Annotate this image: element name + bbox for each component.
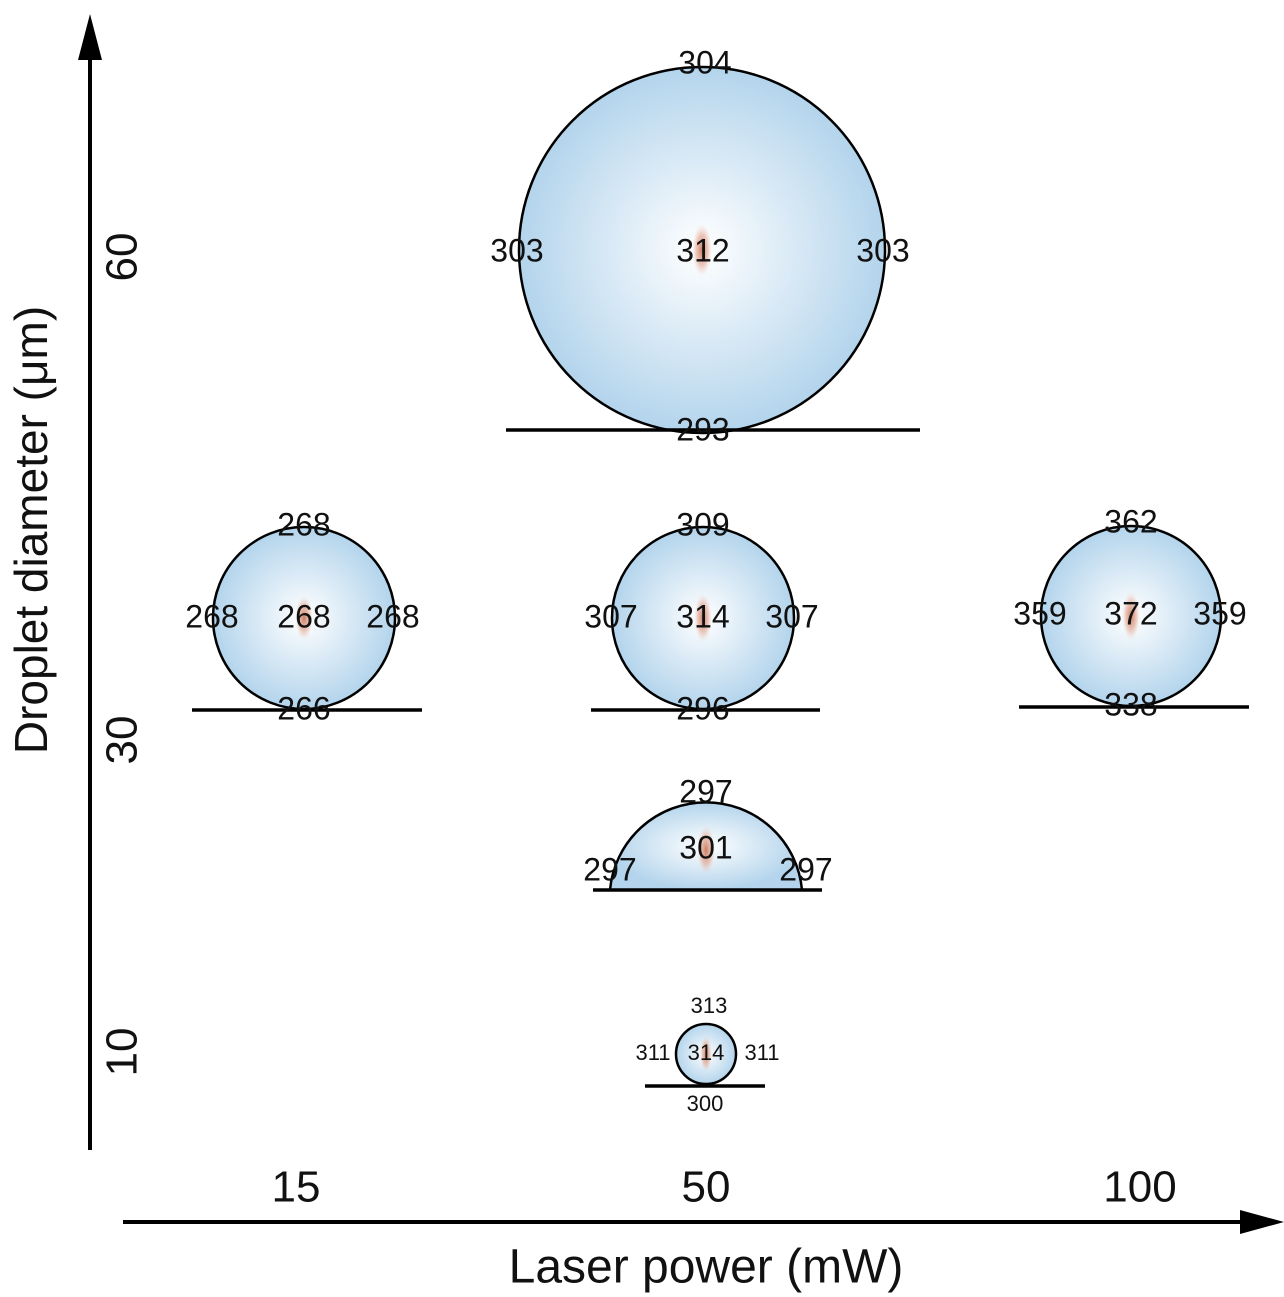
temperature-label: 303 — [856, 232, 909, 268]
temperature-label: 311 — [635, 1040, 670, 1065]
temperature-label: 304 — [678, 44, 731, 80]
temperature-label: 372 — [1104, 595, 1157, 631]
temperature-label: 297 — [679, 773, 732, 809]
hotspot — [697, 826, 715, 874]
temperature-label: 297 — [779, 851, 832, 887]
hotspot — [700, 1036, 712, 1072]
y-axis-label: Droplet diameter (μm) — [5, 306, 57, 754]
x-tick-label: 100 — [1103, 1163, 1176, 1212]
y-tick-label: 60 — [98, 233, 147, 282]
temperature-label: 268 — [277, 506, 330, 542]
temperature-label: 307 — [584, 598, 637, 634]
temperature-label: 296 — [676, 690, 729, 726]
x-tick-label: 50 — [682, 1163, 731, 1212]
hotspot — [694, 594, 712, 642]
temperature-label: 307 — [765, 598, 818, 634]
temperature-label: 303 — [490, 232, 543, 268]
temperature-label: 293 — [676, 411, 729, 447]
temperature-label: 362 — [1104, 503, 1157, 539]
temperature-label: 311 — [744, 1040, 779, 1065]
temperature-label: 314 — [676, 598, 729, 634]
temperature-label: 313 — [691, 993, 728, 1018]
hotspot — [295, 596, 313, 640]
temperature-label: 301 — [679, 829, 732, 865]
x-axis-label: Laser power (mW) — [509, 1241, 904, 1294]
y-tick-label: 30 — [98, 716, 147, 765]
temperature-label: 300 — [687, 1091, 724, 1116]
hotspot — [1122, 592, 1140, 640]
temperature-label: 268 — [277, 598, 330, 634]
temperature-label: 338 — [1104, 686, 1157, 722]
y-axis-arrow — [78, 14, 102, 60]
y-tick-label: 10 — [98, 1028, 147, 1077]
hotspot — [692, 224, 712, 276]
x-tick-label: 15 — [272, 1163, 321, 1212]
temperature-label: 359 — [1013, 595, 1066, 631]
temperature-label: 266 — [277, 690, 330, 726]
temperature-label: 297 — [583, 851, 636, 887]
temperature-label: 268 — [185, 598, 238, 634]
temperature-label: 312 — [676, 232, 729, 268]
temperature-label: 359 — [1193, 595, 1246, 631]
temperature-label: 268 — [366, 598, 419, 634]
x-axis-arrow — [1240, 1210, 1284, 1234]
temperature-label: 309 — [676, 506, 729, 542]
temperature-label: 314 — [688, 1040, 725, 1065]
